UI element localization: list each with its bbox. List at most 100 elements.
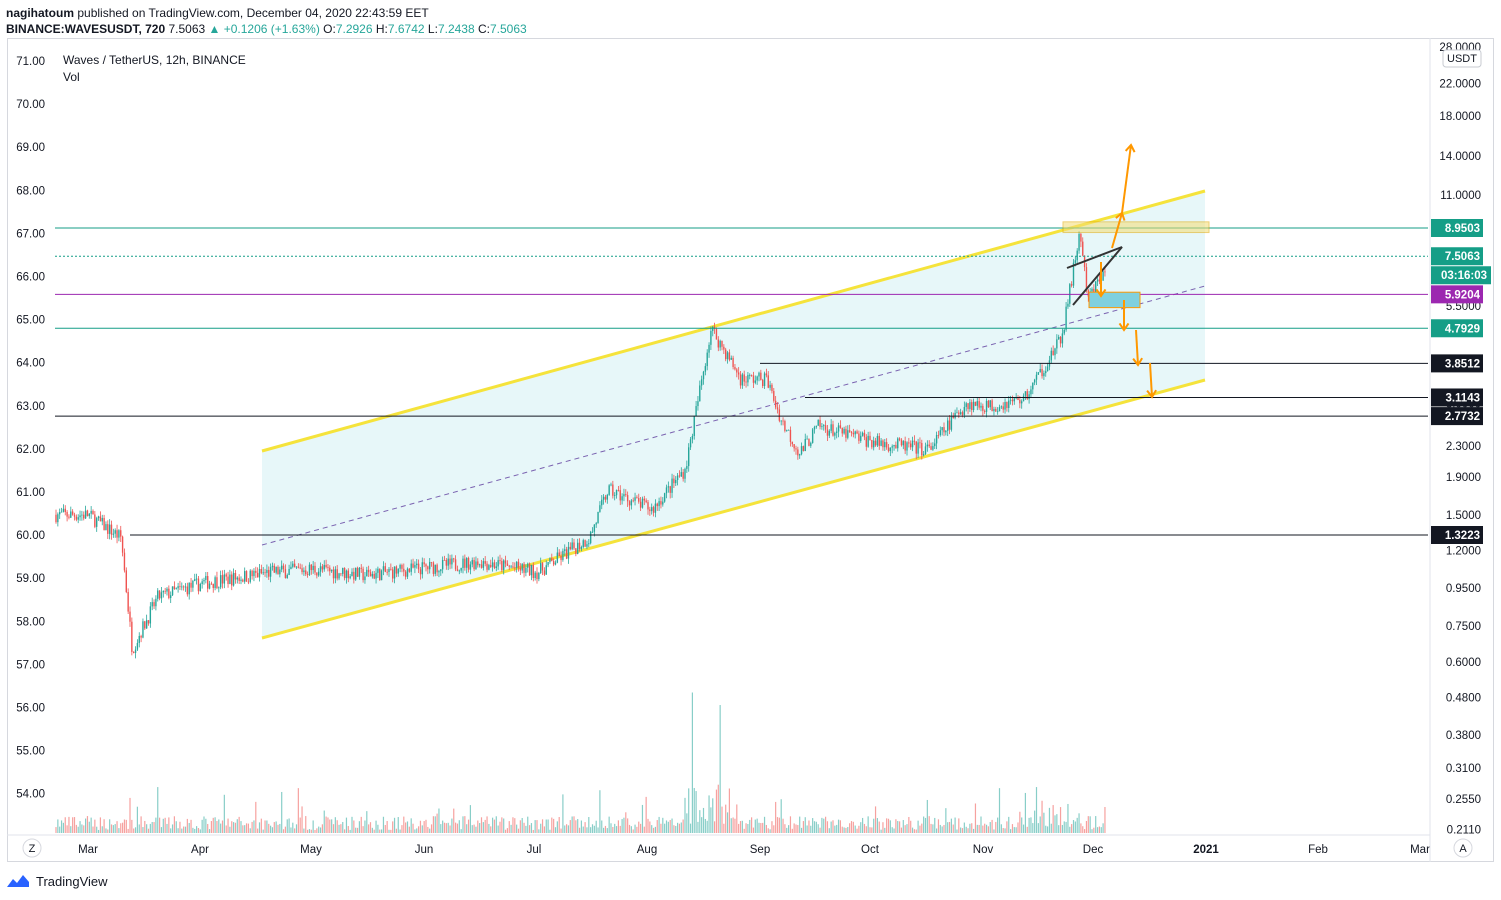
channel-median-line[interactable] [261, 285, 1206, 546]
candle-body [684, 468, 686, 479]
candle-body [179, 586, 181, 587]
scale-left-button[interactable] [22, 838, 42, 858]
candle-body [552, 560, 555, 565]
candle-body [793, 444, 795, 449]
volume-bar [780, 799, 782, 833]
volume-bar [458, 820, 460, 833]
candle-body [700, 379, 703, 386]
volume-bar [741, 820, 743, 833]
last-price: 7.5063 [168, 22, 206, 36]
projection-arrow[interactable] [1149, 362, 1153, 398]
volume-bar [819, 827, 821, 833]
volume-bar [715, 789, 718, 833]
volume-bar [749, 819, 751, 833]
candle-body [399, 564, 401, 569]
candle-body [532, 564, 534, 578]
left-axis-label: 62.00 [16, 444, 45, 456]
candle-body [930, 446, 932, 450]
right-axis-label: 0.6000 [1446, 657, 1481, 669]
publisher-name[interactable]: nagihatoum [6, 6, 74, 20]
volume-bar [1004, 828, 1006, 833]
candle-body [551, 558, 553, 561]
candle-body [318, 571, 320, 576]
candle-body [434, 564, 436, 574]
volume-bar [558, 817, 560, 833]
channel-lower-line[interactable] [261, 378, 1206, 640]
candle-body [643, 498, 645, 501]
volume-bar [519, 820, 521, 833]
volume-bar [952, 824, 954, 833]
candle-body [554, 562, 557, 565]
volume-bar [247, 823, 249, 833]
channel-upper-line[interactable] [261, 189, 1206, 453]
candle-body [157, 590, 159, 599]
candle-body [543, 570, 546, 575]
candle-body [763, 373, 766, 387]
volume-bar [480, 817, 483, 833]
candle-body [972, 401, 975, 410]
resistance-zone[interactable] [1062, 221, 1210, 234]
candle-body [575, 548, 577, 554]
volume-bar [867, 816, 869, 833]
volume-bar [223, 794, 225, 833]
candle-body [528, 563, 531, 576]
currency-badge[interactable] [1442, 49, 1482, 68]
candle-body [745, 381, 747, 383]
volume-bar [373, 829, 375, 833]
x-axis-label: 2021 [1193, 844, 1219, 856]
volume-bar [899, 821, 901, 833]
candle-body [429, 561, 431, 570]
candle-body [841, 427, 843, 434]
volume-bar [262, 829, 264, 833]
candle-body [262, 572, 264, 574]
candle-body [950, 416, 953, 430]
volume-bar [756, 818, 758, 833]
candle-body [186, 586, 189, 595]
volume-bar [871, 827, 873, 833]
volume-bar [475, 826, 477, 833]
candle-body [569, 546, 571, 550]
candle-body [743, 374, 745, 382]
volume-bar [120, 823, 122, 833]
candle-body [928, 444, 930, 447]
candle-body [739, 374, 742, 386]
volume-bar [553, 818, 555, 833]
volume-bar [257, 828, 259, 833]
candle-body [443, 559, 446, 561]
volume-bar [854, 825, 856, 833]
volume-bar [900, 827, 903, 833]
right-axis-label: 1.2000 [1446, 546, 1481, 558]
rising-wedge-pattern[interactable] [1066, 246, 1123, 306]
candle-body [351, 571, 353, 577]
candle-body [425, 564, 427, 567]
volume-bar [808, 820, 810, 833]
auto-scale-button[interactable] [1453, 838, 1473, 858]
volume-bar [419, 820, 422, 833]
right-axis-label: 11.0000 [1440, 190, 1481, 202]
projection-arrow[interactable] [1111, 212, 1123, 249]
volume-bar [414, 829, 416, 833]
x-axis-label: Oct [861, 844, 880, 856]
volume-bar [678, 823, 681, 833]
volume-bar [554, 827, 557, 833]
volume-bar [1048, 807, 1051, 833]
candle-body [108, 524, 111, 534]
candle-body [360, 567, 362, 569]
candle-body [514, 567, 516, 569]
volume-bar [636, 826, 638, 833]
volume-bar [961, 828, 964, 833]
volume-bar [634, 824, 636, 833]
tradingview-brand[interactable]: TradingView [36, 873, 108, 889]
candle-body [530, 564, 533, 576]
candle-body [210, 583, 213, 585]
support-box[interactable] [1088, 291, 1141, 309]
volume-bar [632, 829, 634, 833]
projection-arrow[interactable] [1121, 144, 1132, 214]
candle-body [663, 493, 666, 502]
candle-body [704, 366, 707, 372]
projection-arrow[interactable] [1135, 329, 1139, 366]
volume-bar [521, 817, 523, 833]
volume-bar [821, 817, 823, 833]
volume-bar [221, 820, 224, 833]
